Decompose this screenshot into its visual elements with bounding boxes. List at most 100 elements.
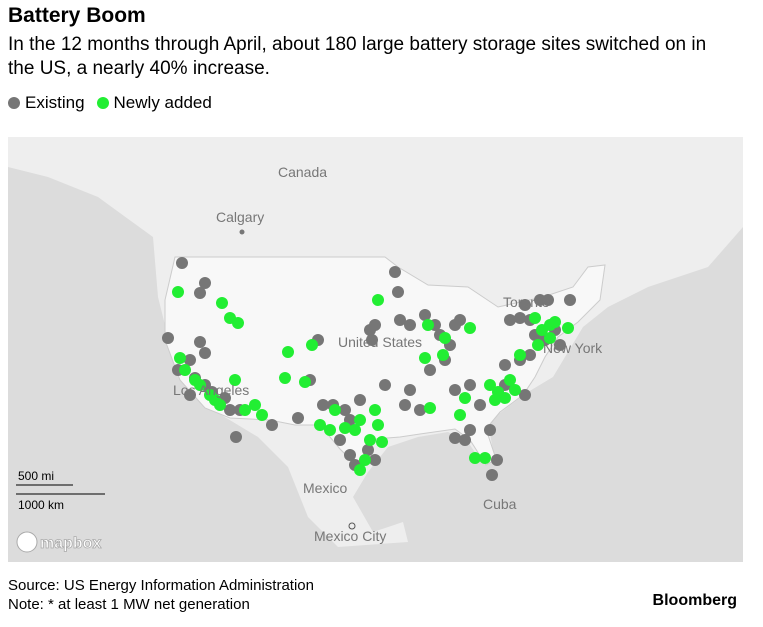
site-dot (459, 392, 471, 404)
city-marker (239, 229, 245, 235)
site-dot (359, 454, 371, 466)
site-dot (424, 402, 436, 414)
site-dot (542, 294, 554, 306)
site-dot (306, 339, 318, 351)
site-dot (419, 309, 431, 321)
site-dot (404, 319, 416, 331)
site-dot (399, 399, 411, 411)
attribution: mapbox (40, 535, 101, 552)
site-dot (454, 314, 466, 326)
site-dot (369, 454, 381, 466)
site-dot (484, 379, 496, 391)
map: Canada Calgary United States Toronto New… (8, 137, 743, 562)
site-dot (422, 319, 434, 331)
site-dot (514, 349, 526, 361)
site-dot (464, 424, 476, 436)
site-dot (474, 399, 486, 411)
site-dot (362, 444, 374, 456)
scale-label: 1000 km (18, 498, 64, 512)
site-dot (389, 266, 401, 278)
site-dot (354, 414, 366, 426)
map-label: Calgary (216, 209, 264, 225)
site-dot (174, 352, 186, 364)
site-dot (162, 332, 174, 344)
scale-label: 500 mi (18, 469, 54, 483)
map-label: Mexico (303, 480, 348, 496)
site-dot (499, 359, 511, 371)
site-dot (524, 349, 536, 361)
site-dot (172, 286, 184, 298)
site-dot (419, 352, 431, 364)
site-dot (449, 432, 461, 444)
site-dot (229, 374, 241, 386)
site-dot (404, 384, 416, 396)
site-dot (464, 322, 476, 334)
site-dot (439, 332, 451, 344)
site-dot (199, 347, 211, 359)
site-dot (479, 452, 491, 464)
site-dot (414, 404, 426, 416)
site-dot (376, 436, 388, 448)
site-dot (230, 431, 242, 443)
site-dot (491, 454, 503, 466)
site-dot (344, 449, 356, 461)
map-label: New York (543, 340, 603, 356)
legend-label: Existing (25, 93, 85, 112)
site-dot (314, 419, 326, 431)
site-dot (372, 294, 384, 306)
site-dot (299, 376, 311, 388)
site-dot (562, 322, 574, 334)
site-dot (184, 389, 196, 401)
site-dot (372, 419, 384, 431)
map-label: Los Angeles (173, 382, 249, 398)
site-dot (339, 404, 351, 416)
site-dot (464, 379, 476, 391)
site-dot (394, 314, 406, 326)
site-dot (366, 334, 378, 346)
site-dot (334, 434, 346, 446)
site-dot (369, 404, 381, 416)
site-dot (529, 312, 541, 324)
site-dot (184, 354, 196, 366)
site-dot (564, 294, 576, 306)
site-dot (349, 424, 361, 436)
footer: Source: US Energy Information Administra… (8, 576, 314, 614)
site-dot (354, 394, 366, 406)
site-dot (194, 287, 206, 299)
note: Note: * at least 1 MW net generation (8, 596, 250, 613)
site-dot (504, 374, 516, 386)
site-dot (266, 419, 278, 431)
city-marker (348, 522, 356, 530)
title: Battery Boom (8, 4, 146, 27)
source: Source: US Energy Information Administra… (8, 577, 314, 594)
legend-swatch (96, 97, 109, 109)
legend-label: Newly added (113, 93, 212, 112)
site-dot (224, 404, 236, 416)
map-label: United States (338, 334, 422, 350)
site-dot (256, 409, 268, 421)
site-dot (232, 317, 244, 329)
map-label: Canada (278, 164, 327, 180)
site-dot (514, 312, 526, 324)
site-dot (339, 422, 351, 434)
site-dot (504, 314, 516, 326)
site-dot (459, 434, 471, 446)
site-dot (544, 332, 556, 344)
site-dot (484, 424, 496, 436)
sites (162, 257, 576, 481)
site-dot (324, 424, 336, 436)
site-dot (519, 389, 531, 401)
site-dot (199, 277, 211, 289)
site-dot (469, 452, 481, 464)
site-dot (292, 412, 304, 424)
site-dot (176, 257, 188, 269)
site-dot (216, 297, 228, 309)
subtitle: In the 12 months through April, about 18… (8, 34, 707, 79)
legend-item: Newly added (96, 93, 212, 113)
map-label: Cuba (483, 496, 517, 512)
site-dot (317, 399, 329, 411)
site-dot (532, 339, 544, 351)
site-dot (392, 286, 404, 298)
site-dot (489, 394, 501, 406)
site-dot (379, 379, 391, 391)
